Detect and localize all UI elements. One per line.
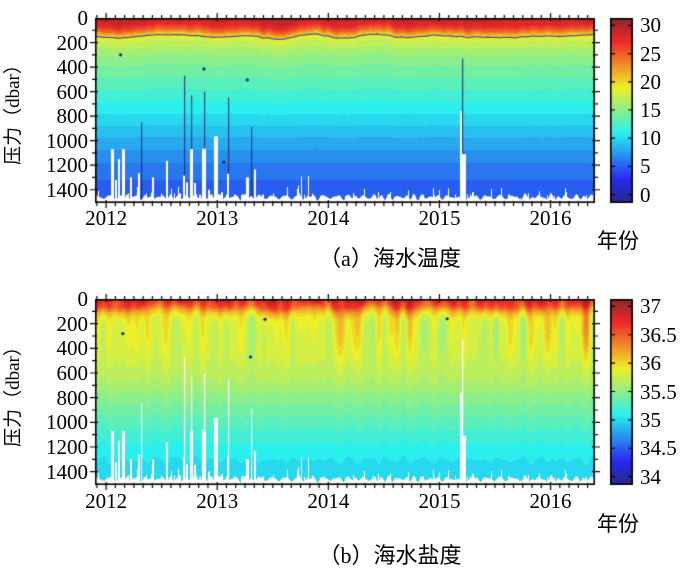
colorbar-tick-label: 34: [640, 464, 661, 489]
colorbar-tick-label: 37: [640, 294, 661, 319]
y-tick-label: 1000: [46, 410, 88, 435]
salinity-heatmap-canvas: [87, 291, 603, 493]
x-tick-label: 2014: [307, 489, 350, 513]
y-axis-label: 压力（dbar）: [3, 55, 24, 165]
x-axis-label: 年份: [597, 512, 639, 536]
x-tick-label: 2015: [418, 489, 461, 513]
y-tick-label: 400: [56, 55, 89, 80]
y-tick-label: 800: [56, 385, 89, 410]
x-tick-label: 2012: [85, 206, 128, 230]
y-tick-label: 1200: [46, 153, 88, 178]
x-tick-label: 2013: [196, 489, 239, 513]
y-tick-label: 1400: [46, 459, 88, 484]
y-tick-label: 0: [77, 6, 89, 30]
y-tick-label: 400: [56, 336, 89, 361]
x-tick-label: 2013: [196, 206, 239, 230]
x-tick-label: 2014: [307, 206, 350, 230]
colorbar-tick-label: 30: [640, 13, 661, 38]
x-tick-label: 2012: [85, 489, 128, 513]
temperature-heatmap-canvas: [87, 10, 603, 211]
colorbar-tick-label: 5: [640, 154, 651, 179]
colorbar-tick-label: 0: [640, 182, 651, 207]
x-axis-label: 年份: [597, 229, 639, 253]
x-tick-label: 2016: [529, 206, 572, 230]
colorbar-tick-label: 36: [640, 351, 661, 376]
colorbar-tick-label: 36.5: [640, 322, 677, 347]
x-tick-label: 2015: [418, 206, 461, 230]
panel-b-caption: （b）海水盐度: [318, 543, 462, 568]
y-tick-label: 200: [56, 311, 89, 336]
panel-a-caption: （a）海水温度: [319, 246, 461, 271]
y-tick-label: 0: [77, 287, 89, 311]
y-tick-label: 800: [56, 104, 89, 129]
colorbar-tick-label: 35: [640, 407, 661, 432]
colorbar-tick-label: 35.5: [640, 379, 677, 404]
y-axis-label: 压力（dbar）: [3, 337, 24, 447]
colorbar-tick-label: 25: [640, 41, 661, 66]
y-tick-label: 200: [56, 30, 89, 55]
colorbar-tick-label: 20: [640, 69, 661, 94]
temperature-colorbar-canvas: [602, 10, 642, 211]
colorbar-tick-label: 34.5: [640, 436, 677, 461]
y-tick-label: 1400: [46, 177, 88, 202]
y-tick-label: 1200: [46, 435, 88, 459]
y-tick-label: 1000: [46, 128, 88, 153]
colorbar-tick-label: 15: [640, 98, 661, 122]
y-tick-label: 600: [56, 79, 89, 104]
colorbar-tick-label: 10: [640, 126, 661, 151]
salinity-colorbar-canvas: [602, 291, 642, 493]
y-tick-label: 600: [56, 361, 89, 385]
x-tick-label: 2016: [529, 489, 572, 513]
